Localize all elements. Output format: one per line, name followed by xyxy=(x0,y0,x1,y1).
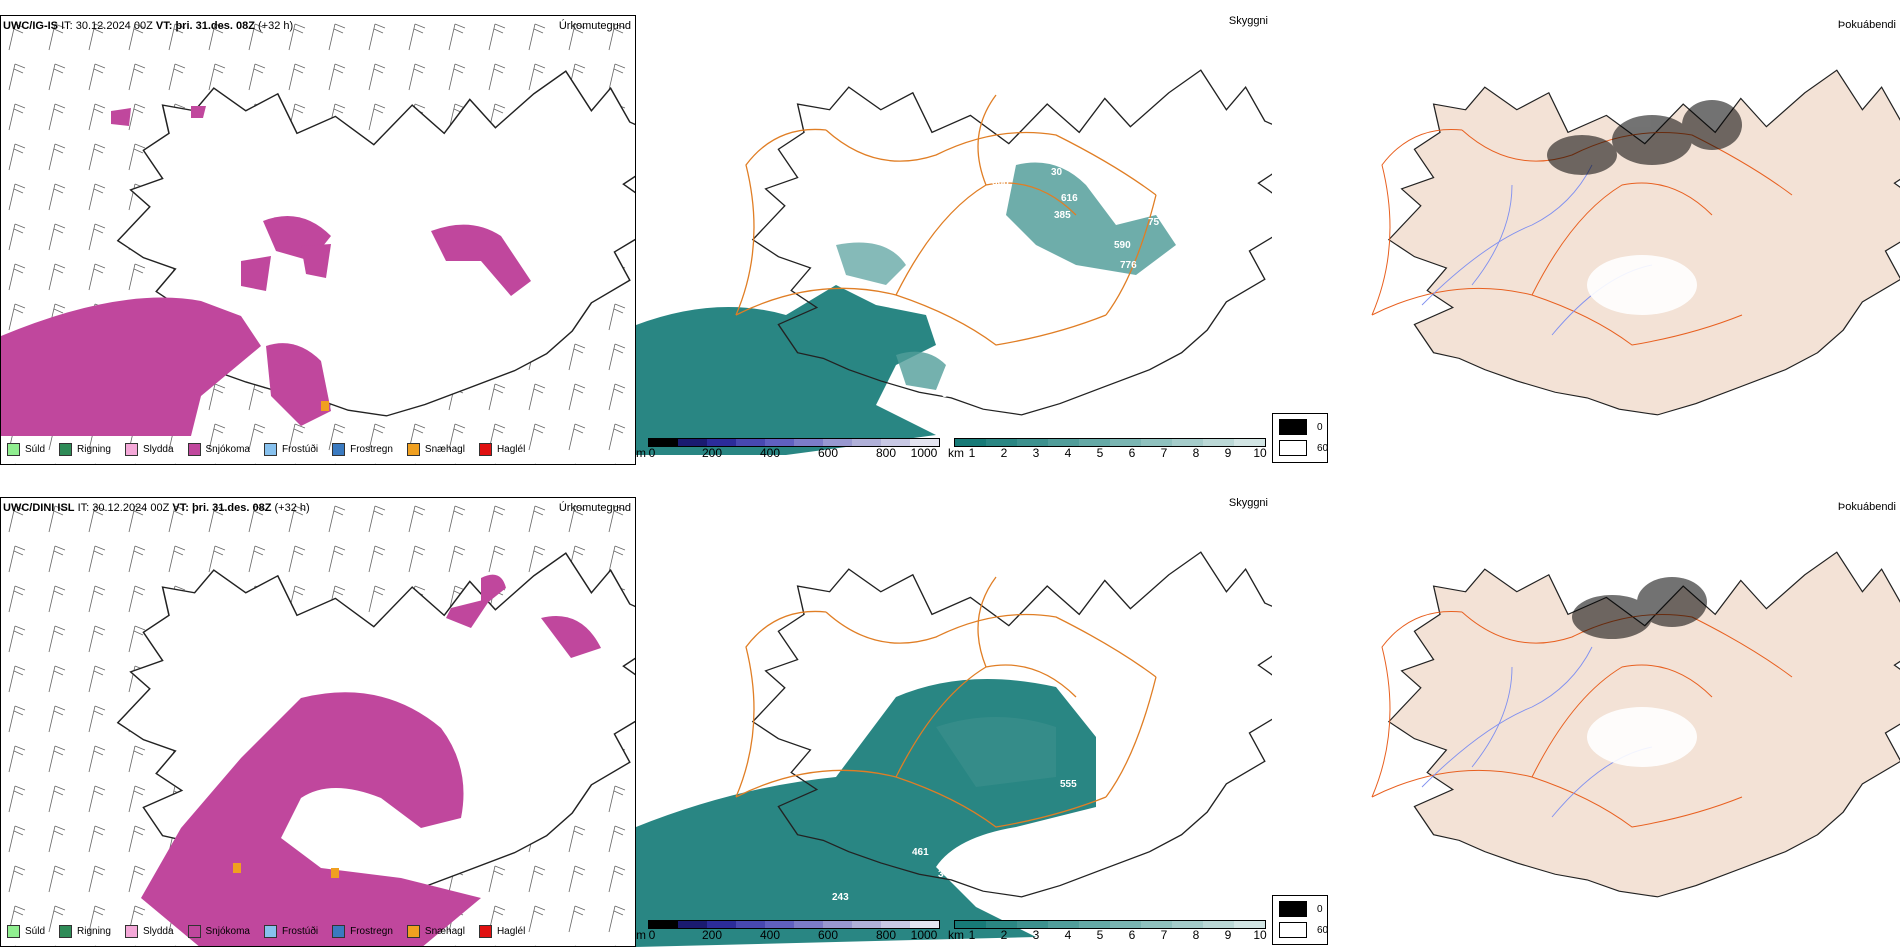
cloud-base-colorbar: m 0 200 400 600 800 1000 xyxy=(636,920,946,946)
legend-swatch xyxy=(187,925,201,938)
panel-title: Skyggni xyxy=(1228,15,1268,27)
visibility-colorbar: km 1 2 3 4 5 6 7 8 9 10 xyxy=(948,920,1270,946)
panel-title: Úrkomutegund xyxy=(558,502,631,514)
precip-legend: Súld Rigning Slydda Snjókoma Frostúði Fr… xyxy=(7,925,525,938)
snow-area xyxy=(1,297,261,436)
fog-legend: 0 60 xyxy=(1272,895,1328,945)
svg-text:410: 410 xyxy=(1061,335,1078,346)
legend-swatch xyxy=(263,443,277,456)
svg-text:568: 568 xyxy=(992,177,1009,188)
svg-text:243: 243 xyxy=(832,892,849,903)
svg-text:461: 461 xyxy=(912,847,929,858)
legend-swatch xyxy=(478,443,492,456)
legend-swatch xyxy=(406,443,420,456)
precip-map-bottom xyxy=(1,498,635,946)
legend-swatch xyxy=(1279,440,1307,456)
legend-swatch xyxy=(124,925,138,938)
visibility-colorbar: km 1 2 3 4 5 6 7 8 9 10 xyxy=(948,438,1270,464)
fog-index-panel-bottom: Þokuábendi 0 60 xyxy=(1272,497,1900,947)
panel-title: Úrkomutegund xyxy=(558,20,631,32)
svg-text:32: 32 xyxy=(1098,187,1110,198)
legend-swatch xyxy=(332,925,346,938)
panel-header: UWC/DINI ISL IT: 30.12.2024 00Z VT: þri.… xyxy=(3,502,310,514)
legend-swatch xyxy=(332,443,346,456)
legend-swatch xyxy=(7,443,20,456)
legend-swatch xyxy=(7,925,20,938)
fog-legend: 0 60 xyxy=(1272,413,1328,463)
legend-swatch xyxy=(59,925,73,938)
svg-text:30: 30 xyxy=(1051,167,1063,178)
svg-text:616: 616 xyxy=(1061,193,1078,204)
svg-text:345: 345 xyxy=(938,869,955,880)
panel-title: Þokuábendi xyxy=(1837,19,1896,31)
legend-swatch xyxy=(263,925,277,938)
legend-swatch xyxy=(124,443,138,456)
precip-legend: Súld Rigning Slydda Snjókoma Frostúði Fr… xyxy=(7,443,525,456)
legend-swatch xyxy=(406,925,420,938)
legend-swatch xyxy=(59,443,73,456)
fog-map-bottom xyxy=(1371,551,1900,898)
cloud-map-top: 37 568 514 30 616 32 385 75 590 776 410 … xyxy=(636,69,1272,455)
svg-text:555: 555 xyxy=(1060,779,1077,790)
svg-text:75: 75 xyxy=(1148,217,1160,228)
precip-type-panel-top: UWC/IG-IS IT: 30.12.2024 00Z VT: þri. 31… xyxy=(0,15,636,465)
precip-map-top xyxy=(1,16,635,464)
svg-text:514: 514 xyxy=(992,190,1009,201)
legend-swatch xyxy=(478,925,492,938)
svg-text:776: 776 xyxy=(1120,260,1137,271)
panel-header: UWC/IG-IS IT: 30.12.2024 00Z VT: þri. 31… xyxy=(3,20,294,32)
fog-map-top xyxy=(1371,69,1900,416)
panel-title: Þokuábendi xyxy=(1837,501,1896,513)
legend-swatch xyxy=(187,443,201,456)
precip-type-panel-bottom: UWC/DINI ISL IT: 30.12.2024 00Z VT: þri.… xyxy=(0,497,636,947)
legend-swatch xyxy=(1279,901,1307,917)
panel-title: Skyggni xyxy=(1228,497,1268,509)
svg-text:345: 345 xyxy=(942,389,959,400)
label-elevation: 37 xyxy=(748,127,760,138)
svg-text:590: 590 xyxy=(1114,240,1131,251)
legend-swatch xyxy=(1279,922,1307,938)
svg-text:385: 385 xyxy=(1054,210,1071,221)
cloud-visibility-panel-bottom: 555 461 345 243 Skyggni m 0 200 400 600 … xyxy=(636,497,1272,947)
cloud-base-colorbar: m 0 200 400 600 800 1000 xyxy=(636,438,946,464)
fog-index-panel-top: Þokuábendi 0 60 xyxy=(1272,15,1900,465)
cloud-map-bottom: 555 461 345 243 xyxy=(636,551,1272,947)
cloud-visibility-panel-top: 37 568 514 30 616 32 385 75 590 776 410 … xyxy=(636,15,1272,465)
legend-swatch xyxy=(1279,419,1307,435)
